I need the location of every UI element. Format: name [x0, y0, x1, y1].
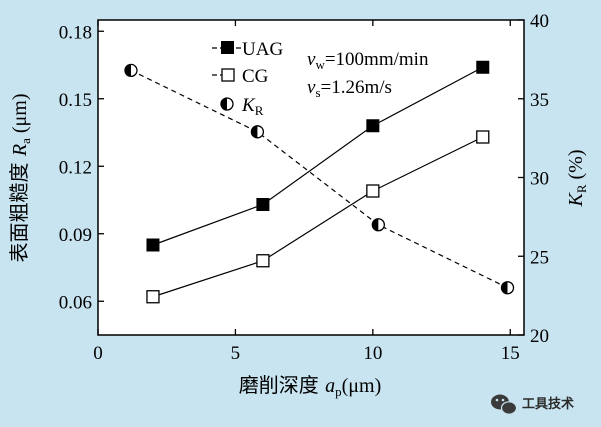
y-left-tick-label: 0.09 — [59, 225, 92, 246]
series-line-1 — [152, 136, 484, 298]
series-markers — [124, 60, 515, 304]
cg-point — [366, 184, 380, 198]
cg-point — [256, 254, 270, 268]
axis-ticks: 0 5 10 15 0.06 0.09 0.12 0.15 0.18 20 25 30 35 40 — [59, 11, 549, 364]
y-left-axis-title: 表面粗糙度 Ra (μm) — [7, 94, 33, 263]
uag-point — [476, 60, 490, 74]
kr-point — [500, 281, 515, 295]
y-right-tick-label: 20 — [530, 326, 549, 347]
plot-area — [97, 19, 525, 336]
x-axis-title: 磨削深度 ap(μm) — [239, 373, 381, 399]
cg-point — [146, 290, 160, 304]
uag-point — [256, 198, 270, 211]
legend-cg-label: CG — [242, 66, 269, 87]
y-right-tick-label: 25 — [530, 247, 549, 268]
wheel-speed-annotation: vs=1.26m/s — [307, 77, 392, 100]
series-line-0 — [152, 66, 484, 246]
x-tick-label: 5 — [231, 343, 241, 364]
wechat-icon — [491, 394, 518, 415]
watermark-text: 工具技术 — [522, 396, 574, 412]
legend-kr-label: KR — [241, 95, 264, 118]
legend-uag-marker — [221, 41, 234, 54]
series-lines — [130, 66, 508, 298]
x-tick-label: 10 — [363, 343, 382, 364]
y-right-tick-label: 35 — [530, 90, 549, 111]
legend-uag-label: UAG — [242, 39, 283, 60]
y-right-axis-title: KR (%) — [565, 150, 589, 208]
y-right-tick-label: 30 — [530, 169, 549, 190]
watermark: 工具技术 — [491, 394, 574, 415]
uag-point — [366, 119, 380, 133]
y-left-tick-label: 0.06 — [59, 292, 92, 313]
series-line-2 — [130, 69, 508, 289]
y-left-tick-label: 0.15 — [59, 90, 92, 111]
legend-cg-marker — [221, 68, 235, 82]
feed-speed-annotation: vw=100mm/min — [307, 49, 429, 72]
x-tick-label: 15 — [501, 343, 520, 364]
y-right-tick-label: 40 — [530, 11, 549, 32]
kr-point — [250, 125, 265, 139]
cg-point — [476, 130, 490, 144]
x-tick-label: 0 — [93, 343, 103, 364]
y-left-tick-label: 0.18 — [59, 22, 92, 43]
kr-point — [371, 218, 385, 232]
legend: UAG CG KR — [212, 39, 283, 118]
y-left-tick-label: 0.12 — [59, 157, 92, 178]
uag-point — [146, 238, 160, 252]
kr-point — [124, 63, 138, 78]
legend-kr-marker — [220, 97, 234, 111]
